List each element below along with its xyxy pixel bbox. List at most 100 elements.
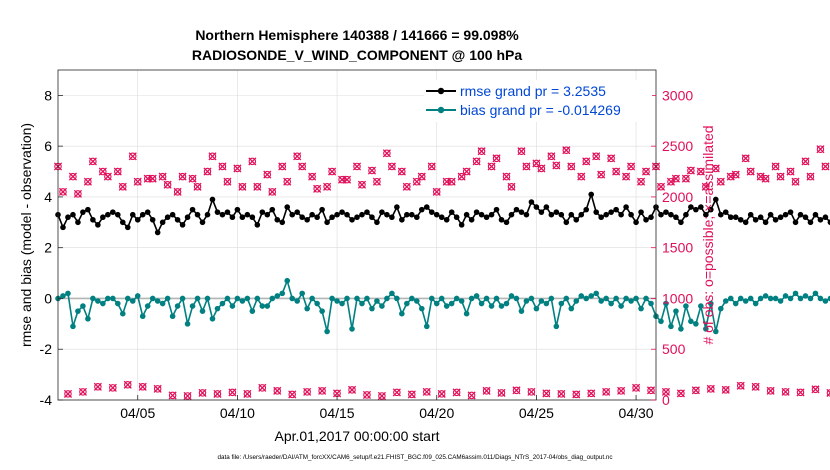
- obs-possible-marker: [288, 390, 296, 399]
- rmse-point: [817, 216, 824, 223]
- obs-possible-marker: [796, 388, 805, 397]
- bias-point: [742, 298, 749, 304]
- obs-possible-marker: [677, 389, 685, 398]
- bias-point: [658, 318, 664, 325]
- bias-point: [159, 300, 166, 307]
- obs-possible-marker: [821, 162, 830, 171]
- rmse-point: [603, 211, 609, 218]
- obs-possible-marker: [74, 190, 82, 198]
- rmse-point: [448, 209, 455, 215]
- bias-point: [364, 295, 370, 302]
- obs-assimilated-marker: [517, 147, 526, 156]
- obs-possible-marker: [303, 388, 311, 396]
- bias-point: [179, 295, 186, 302]
- rmse-point: [314, 214, 320, 221]
- rmse-point: [727, 214, 734, 221]
- bias-point: [523, 298, 530, 304]
- obs-assimilated-marker: [288, 390, 297, 399]
- rmse-point: [344, 211, 350, 218]
- rmse-point: [404, 211, 410, 218]
- rmse-point: [742, 219, 749, 226]
- bias-point: [478, 300, 485, 307]
- y-tick-label-right: 2000: [662, 189, 693, 205]
- obs-possible-marker: [168, 391, 177, 400]
- bias-point: [85, 315, 91, 322]
- legend-box: [424, 80, 652, 122]
- obs-assimilated-marker: [577, 172, 586, 181]
- obs-assimilated-marker: [432, 187, 441, 196]
- obs-assimilated-marker: [108, 383, 117, 392]
- obs-assimilated-marker: [617, 386, 626, 395]
- obs-possible-marker: [811, 385, 820, 394]
- bias-point: [409, 295, 415, 302]
- bias-point: [199, 308, 206, 314]
- obs-possible-marker: [138, 383, 147, 391]
- obs-assimilated-marker: [602, 387, 611, 396]
- rmse-point: [154, 229, 161, 236]
- rmse-point: [713, 196, 719, 203]
- bias-point: [428, 295, 435, 302]
- bias-point: [688, 318, 694, 325]
- obs-assimilated-marker: [612, 167, 621, 176]
- obs-assimilated-marker: [68, 172, 78, 181]
- obs-assimilated-marker: [328, 167, 337, 176]
- obs-possible-marker: [203, 167, 212, 176]
- rmse-point: [134, 216, 141, 223]
- obs-possible-marker: [657, 183, 665, 191]
- obs-assimilated-marker: [168, 391, 177, 400]
- obs-possible-marker: [398, 167, 406, 176]
- bias-point: [189, 303, 196, 309]
- bias-point: [299, 290, 305, 297]
- rmse-point: [623, 204, 629, 210]
- obs-assimilated-marker: [308, 172, 317, 181]
- obs-assimilated-marker: [268, 187, 277, 196]
- obs-possible-marker: [722, 386, 730, 394]
- rmse-point: [90, 216, 96, 223]
- bias-point: [533, 305, 540, 312]
- rmse-point: [703, 211, 709, 218]
- rmse-point: [757, 214, 764, 221]
- bias-point: [95, 298, 101, 304]
- y-tick-label-left: 8: [44, 87, 52, 103]
- obs-possible-marker: [457, 172, 466, 181]
- obs-assimilated-marker: [646, 386, 656, 395]
- rmse-point: [95, 222, 101, 228]
- rmse-point: [194, 211, 201, 218]
- bias-point: [80, 303, 86, 309]
- obs-possible-marker: [348, 386, 356, 394]
- rmse-point: [80, 209, 86, 215]
- obs-assimilated-marker: [826, 388, 830, 397]
- rmse-point: [698, 204, 704, 210]
- rmse-point: [673, 214, 679, 221]
- rmse-point: [105, 211, 111, 218]
- rmse-point: [219, 211, 226, 218]
- obs-possible-marker: [119, 183, 127, 191]
- obs-assimilated-marker: [736, 381, 745, 390]
- obs-assimilated-marker: [557, 389, 566, 398]
- rmse-point: [414, 214, 420, 221]
- bias-point: [60, 293, 66, 299]
- obs-possible-marker: [213, 390, 222, 398]
- obs-assimilated-marker: [362, 390, 372, 399]
- obs-possible-marker: [816, 145, 825, 153]
- x-tick-label: 04/30: [619, 405, 654, 421]
- bias-point: [802, 293, 809, 299]
- rmse-point: [643, 216, 649, 223]
- obs-assimilated-marker: [407, 390, 416, 399]
- bias-point: [314, 300, 320, 307]
- obs-possible-marker: [482, 387, 491, 395]
- obs-assimilated-marker: [223, 177, 232, 186]
- rmse-point: [488, 211, 495, 218]
- rmse-point: [379, 209, 385, 215]
- rmse-point: [85, 206, 91, 213]
- obs-assimilated-marker: [447, 177, 456, 186]
- obs-assimilated-marker: [382, 149, 391, 158]
- rmse-point: [463, 211, 470, 218]
- obs-possible-marker: [313, 185, 321, 193]
- rmse-point: [229, 214, 236, 221]
- obs-possible-marker: [702, 183, 710, 191]
- rmse-point: [70, 211, 76, 218]
- rmse-point: [264, 211, 271, 218]
- obs-assimilated-marker: [462, 167, 471, 176]
- obs-assimilated-marker: [741, 154, 750, 163]
